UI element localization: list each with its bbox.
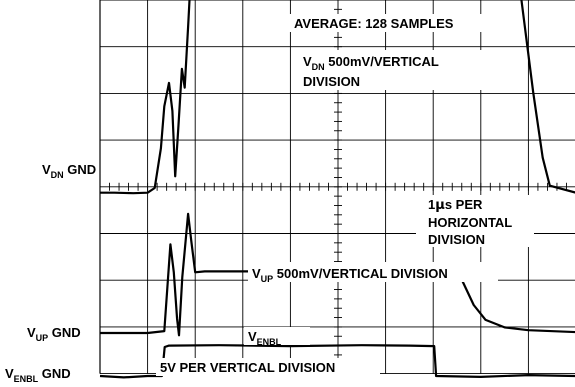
ground-labels: VDN GND VUP GND VENBL GND <box>5 162 96 384</box>
vup-scale-annotation: VUP 500mV/VERTICAL DIVISION <box>252 266 448 284</box>
vup-ground-label: VUP GND <box>27 325 81 343</box>
vdn-scale-annotation-line2: DIVISION <box>303 74 360 89</box>
scope-annotations: AVERAGE: 128 SAMPLES VDN 500mV/VERTICAL … <box>156 14 534 376</box>
venbl-label: VENBL <box>248 329 282 347</box>
timebase-annotation-line2: HORIZONTAL <box>428 215 512 230</box>
vdn-scale-annotation: VDN 500mV/VERTICAL <box>303 54 439 72</box>
venbl-ground-label: VENBL GND <box>5 366 71 384</box>
venbl-scale-annotation: 5V PER VERTICAL DIVISION <box>160 360 335 375</box>
timebase-annotation-line3: DIVISION <box>428 232 485 247</box>
average-annotation: AVERAGE: 128 SAMPLES <box>294 16 454 31</box>
trace-layer <box>99 0 575 379</box>
timebase-annotation: 1μs PER <box>428 197 483 213</box>
vdn-ground-label: VDN GND <box>42 162 96 180</box>
vdn-trace <box>100 0 575 195</box>
venbl-trace <box>99 344 575 379</box>
vup-trace <box>100 212 575 337</box>
